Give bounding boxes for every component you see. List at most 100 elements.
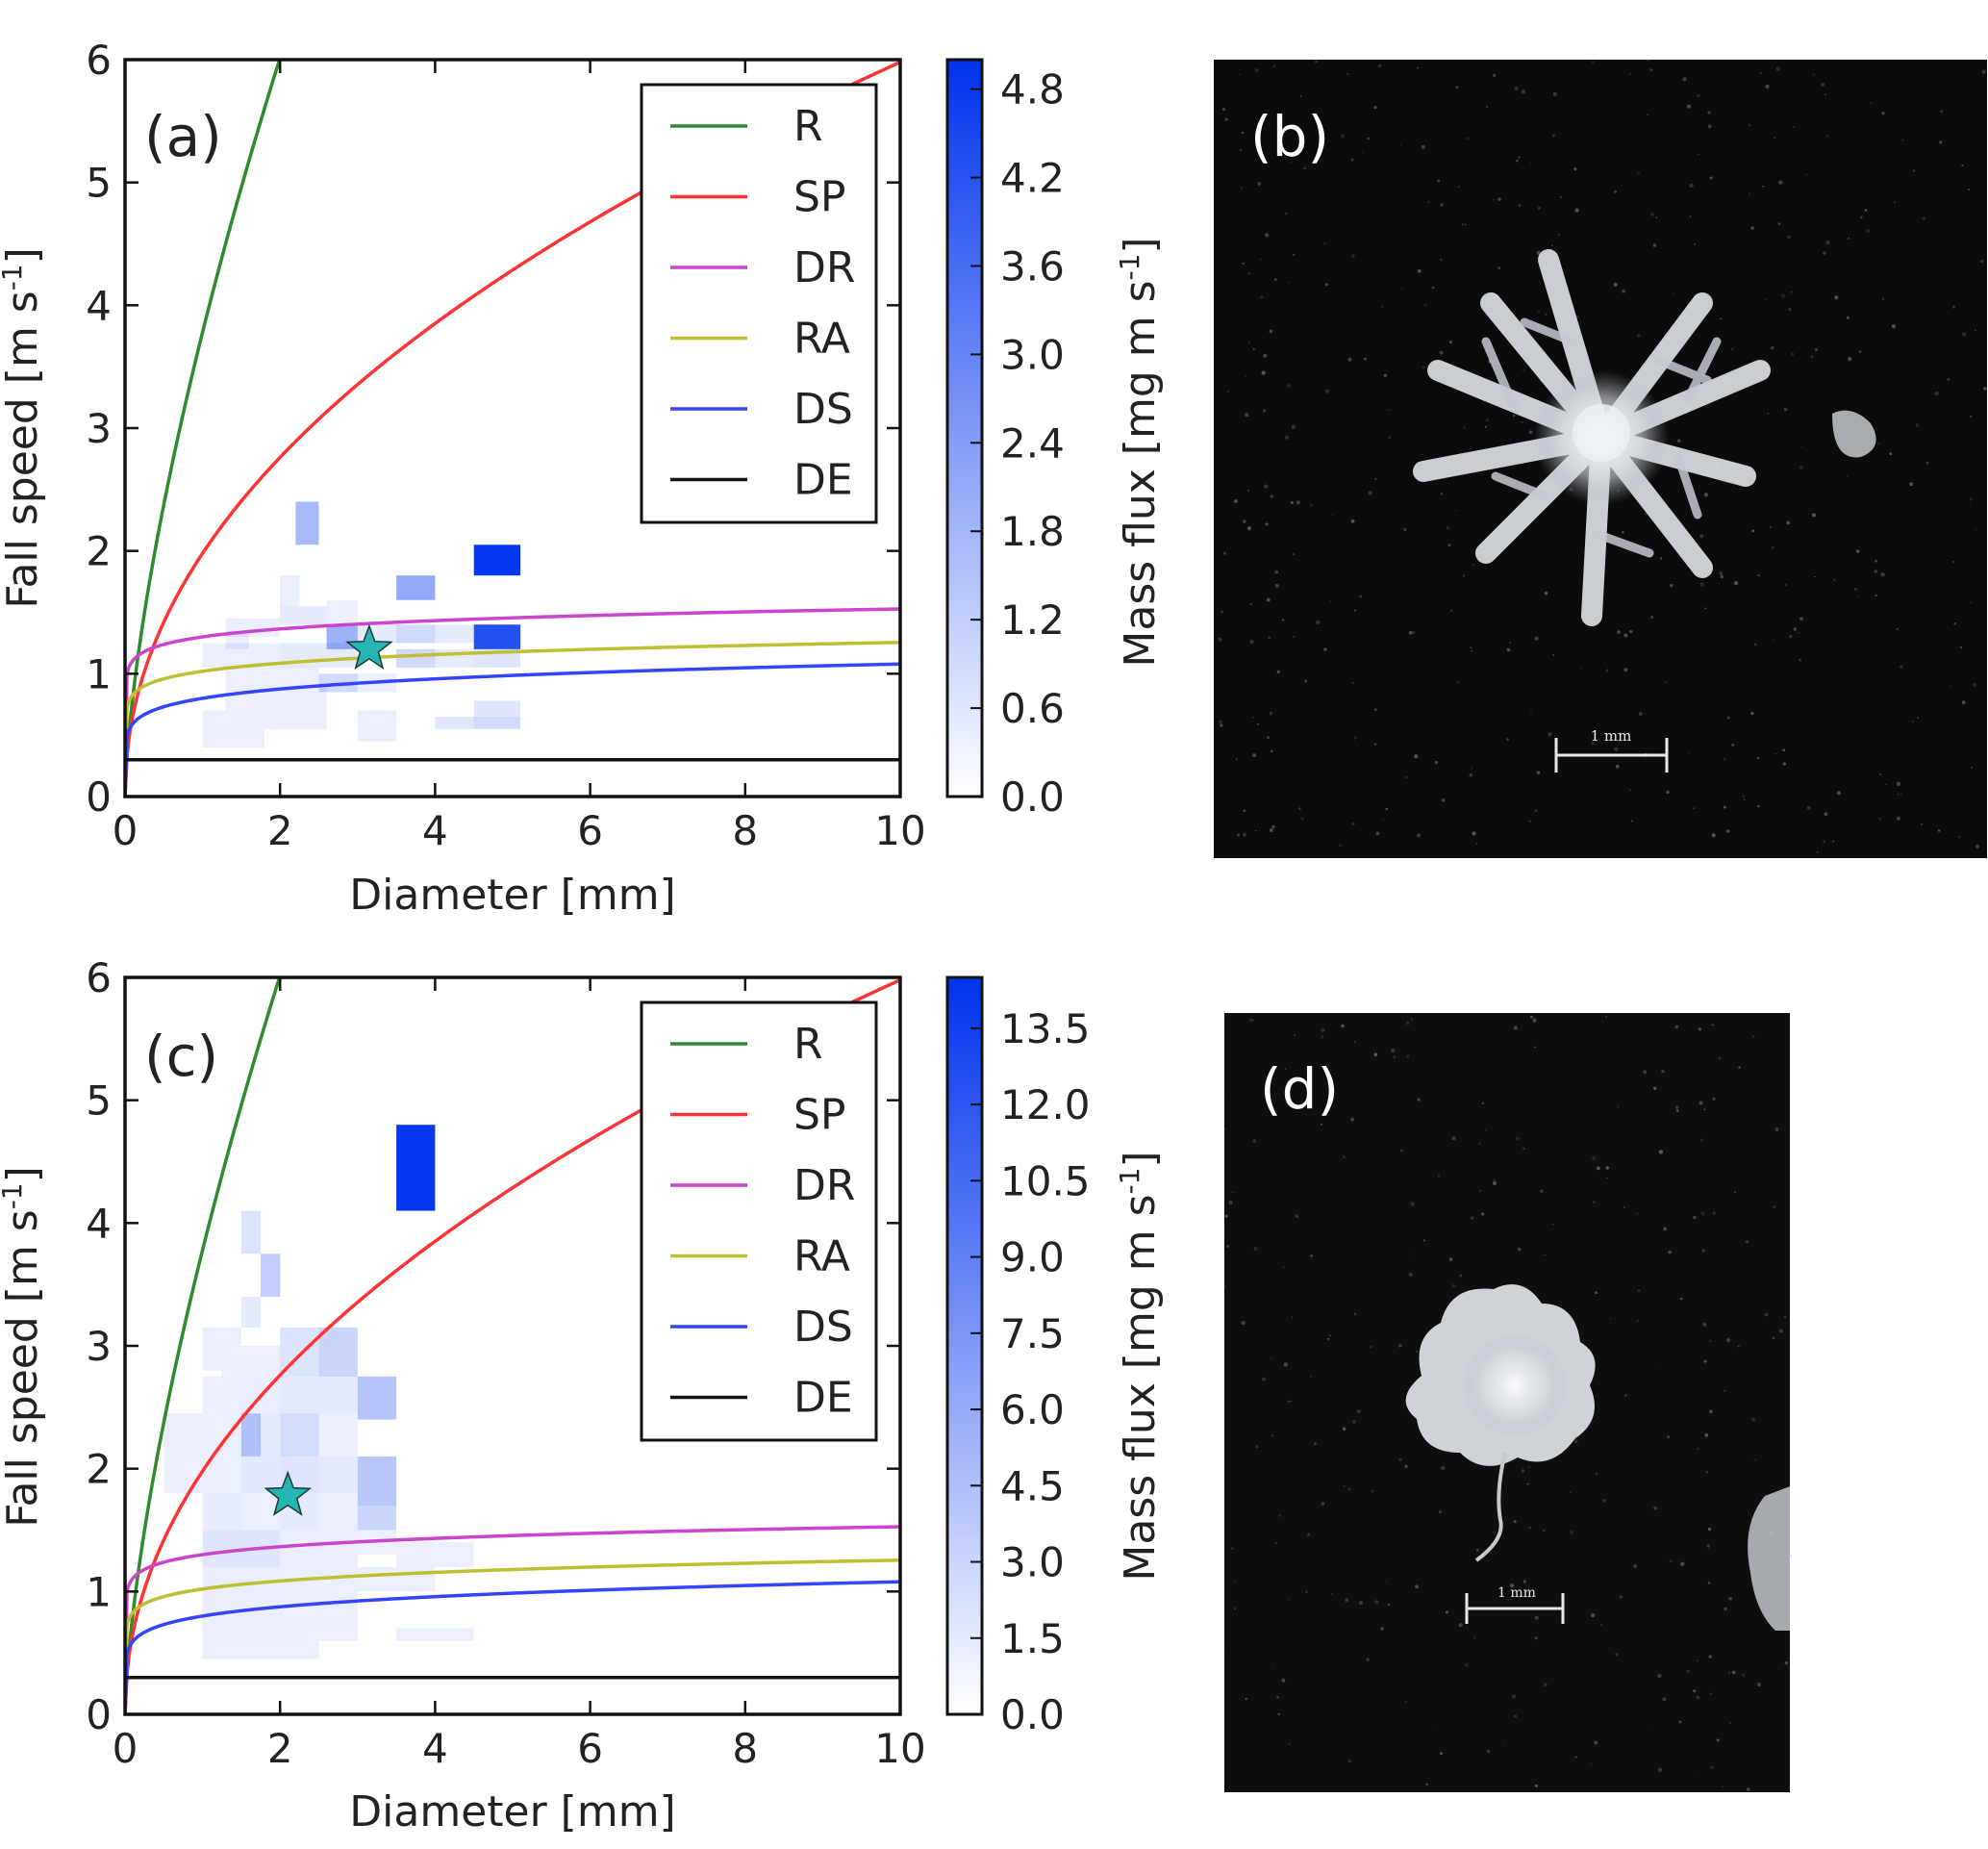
noise-dot: [1245, 413, 1249, 418]
noise-dot: [1528, 1526, 1531, 1529]
noise-dot: [1724, 1389, 1726, 1392]
noise-dot: [1241, 187, 1243, 189]
noise-dot: [1778, 180, 1783, 185]
noise-dot: [1798, 631, 1800, 634]
heatmap-cell: [473, 624, 521, 649]
colorbar-tick-label: 9.0: [1000, 1234, 1065, 1281]
curve-ra: [125, 641, 900, 797]
noise-dot: [1669, 1559, 1673, 1563]
noise-dot: [1733, 1191, 1736, 1194]
noise-dot: [1570, 1530, 1573, 1534]
noise-dot: [1391, 1048, 1396, 1052]
noise-dot: [1900, 665, 1903, 669]
noise-dot: [1864, 209, 1868, 212]
heatmap-cell: [396, 648, 436, 668]
noise-dot: [1728, 1596, 1732, 1601]
noise-dot: [1894, 201, 1896, 204]
noise-dot: [1291, 1316, 1294, 1318]
noise-dot: [1265, 233, 1270, 238]
noise-dot: [1492, 73, 1497, 78]
noise-dot: [1665, 680, 1668, 684]
noise-dot: [1701, 1249, 1705, 1253]
noise-dot: [1353, 609, 1357, 612]
noise-dot: [1255, 829, 1257, 832]
noise-dot: [1742, 1674, 1745, 1677]
noise-dot: [1881, 297, 1885, 301]
noise-dot: [1347, 1760, 1351, 1763]
noise-dot: [1223, 1285, 1226, 1288]
noise-dot: [1727, 1671, 1731, 1674]
noise-dot: [1297, 807, 1301, 810]
noise-dot: [1757, 574, 1760, 577]
panel-label-a: (a): [144, 104, 222, 169]
noise-dot: [1404, 1464, 1408, 1468]
noise-dot: [1385, 807, 1389, 811]
noise-dot: [1243, 809, 1246, 812]
noise-dot: [1853, 587, 1857, 592]
noise-dot: [1652, 243, 1657, 247]
noise-dot: [1972, 682, 1976, 687]
noise-dot: [1687, 752, 1690, 754]
noise-dot: [1406, 1021, 1410, 1025]
noise-dot: [1274, 570, 1279, 574]
noise-dot: [1668, 1250, 1672, 1254]
noise-dot: [1772, 1336, 1775, 1340]
heatmap-cell: [240, 1456, 281, 1494]
noise-dot: [1410, 1202, 1415, 1206]
noise-dot: [1775, 66, 1780, 71]
noise-dot: [1764, 1312, 1769, 1317]
noise-dot: [1823, 251, 1826, 255]
noise-dot: [1767, 412, 1770, 415]
noise-dot: [1605, 669, 1609, 672]
noise-dot: [1471, 650, 1472, 652]
noise-dot: [1486, 1749, 1491, 1754]
noise-dot: [1526, 1482, 1529, 1485]
colorbar-tick-label: 3.0: [1000, 1539, 1065, 1586]
noise-dot: [1543, 1529, 1546, 1532]
y-tick-label: 6: [86, 954, 112, 1001]
colorbar-tick-label: 7.5: [1000, 1310, 1065, 1357]
noise-dot: [1774, 137, 1776, 139]
noise-dot: [1437, 1175, 1441, 1178]
noise-dot: [1756, 1683, 1761, 1687]
noise-dot: [1557, 234, 1560, 237]
noise-dot: [1751, 529, 1755, 533]
heatmap-cell: [280, 1530, 358, 1567]
noise-dot: [1746, 1787, 1750, 1791]
noise-dot: [1551, 1223, 1554, 1226]
heatmap-cell: [473, 717, 521, 729]
noise-dot: [1270, 494, 1274, 498]
noise-dot: [1424, 304, 1426, 307]
colorbar-tick-label: 13.5: [1000, 1005, 1091, 1052]
noise-dot: [1451, 1136, 1456, 1141]
scale-bar-label-d: 1 mm: [1497, 1585, 1536, 1601]
noise-dot: [1478, 1142, 1481, 1145]
heatmap-cell: [202, 1327, 222, 1371]
noise-dot: [1417, 1098, 1421, 1102]
noise-dot: [1697, 1448, 1699, 1450]
noise-dot: [1264, 484, 1269, 489]
noise-dot: [1730, 347, 1734, 351]
noise-dot: [1704, 1433, 1709, 1437]
noise-dot: [1415, 1584, 1420, 1589]
noise-dot: [1265, 162, 1268, 165]
noise-dot: [1833, 578, 1836, 581]
noise-dot: [1439, 1509, 1442, 1513]
y-tick-label: 0: [86, 1691, 112, 1738]
noise-dot: [1325, 283, 1328, 287]
heatmap-cell: [435, 624, 474, 644]
noise-dot: [1232, 1191, 1234, 1194]
noise-dot: [1548, 732, 1552, 737]
noise-dot: [1793, 126, 1795, 128]
heatmap-cell: [357, 1505, 397, 1531]
noise-dot: [1774, 752, 1776, 755]
noise-dot: [1220, 723, 1223, 727]
noise-dot: [1614, 190, 1618, 193]
noise-dot: [1617, 1105, 1619, 1108]
noise-dot: [1689, 215, 1692, 217]
noise-dot: [1591, 60, 1595, 63]
noise-dot: [1743, 798, 1746, 801]
noise-dot: [1532, 1018, 1537, 1023]
noise-dot: [1949, 684, 1951, 687]
colorbar-tick-label: 0.0: [1000, 773, 1065, 821]
